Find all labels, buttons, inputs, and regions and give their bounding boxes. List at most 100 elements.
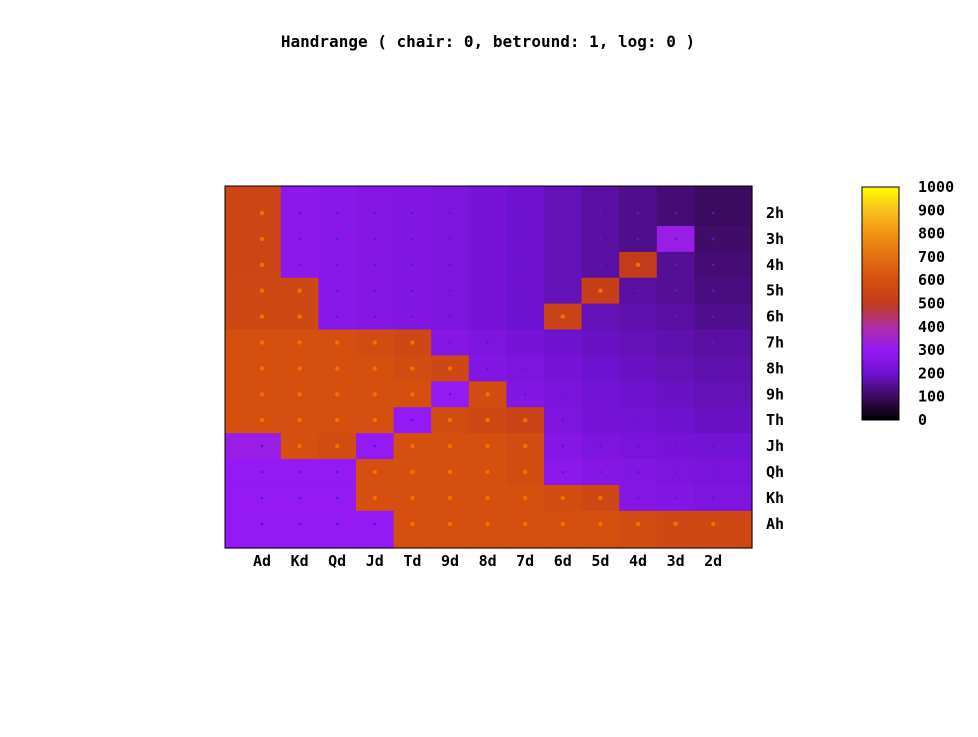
sample-point-Ad-4h [259, 262, 265, 267]
heat-cell-2d-9h [694, 381, 753, 408]
y-tick-label: 8h [766, 359, 784, 377]
sample-point-7d-Jh [523, 443, 528, 449]
sample-point-Kd-8h [297, 366, 302, 371]
sample-point-Qd-2h [335, 211, 339, 215]
heat-cell-2d-Ah [694, 510, 753, 549]
sample-point-6d-Qh [561, 470, 565, 474]
sample-point-2d-8h [711, 367, 715, 370]
y-axis-tick-labels: 2h 3h 4h 5h 6h 7h 8h 9h Th Jh Qh Kh Ah [766, 204, 784, 533]
sample-point-7d-2h [523, 211, 527, 215]
colorbar-tick-label: 900 [918, 201, 945, 219]
sample-point-3d-9h [674, 393, 677, 396]
sample-point-Kd-Qh [298, 470, 301, 474]
heat-cell-Ad-Qh [225, 459, 282, 486]
sample-point-7d-3h [523, 237, 527, 241]
sample-point-Ad-Ah [260, 522, 264, 526]
sample-point-2d-7h [711, 341, 715, 344]
heat-cell-Ad-2h [225, 186, 282, 227]
sample-point-Td-Qh [410, 469, 415, 475]
sample-point-7d-7h [523, 341, 527, 344]
sample-point-7d-9h [523, 393, 527, 396]
sample-point-5d-9h [599, 393, 602, 396]
sample-point-Kd-4h [298, 263, 301, 267]
heat-cell-3d-2h [656, 186, 695, 227]
sample-point-4d-Jh [636, 444, 640, 448]
sample-point-Kd-Th [297, 418, 302, 423]
heat-cell-2d-3h [694, 225, 753, 253]
sample-point-Ad-3h [259, 236, 265, 242]
sample-point-9d-9h [448, 393, 452, 396]
colorbar-tick-label: 800 [918, 225, 945, 243]
sample-point-4d-3h [636, 237, 640, 241]
x-tick-label: 5d [591, 552, 609, 570]
sample-point-3d-Qh [674, 470, 677, 474]
y-tick-label: 2h [766, 204, 784, 222]
heatmap-cells [225, 186, 753, 549]
sample-point-2d-3h [711, 237, 715, 241]
sample-point-6d-4h [561, 263, 565, 267]
sample-point-Qd-Kh [335, 496, 339, 500]
heat-cell-Kd-Ah [280, 510, 319, 549]
sample-point-4d-Qh [636, 470, 640, 474]
sample-point-8d-7h [486, 341, 489, 344]
colorbar-tick-label: 0 [918, 411, 927, 429]
sample-point-4d-5h [636, 289, 640, 293]
heat-cell-Ad-Ah [225, 510, 282, 549]
sample-point-8d-8h [486, 367, 489, 370]
x-tick-label: 2d [704, 552, 722, 570]
sample-point-6d-Kh [560, 495, 565, 501]
sample-point-6d-9h [561, 393, 565, 396]
heat-cell-5d-Ah [581, 510, 620, 549]
heat-cell-2d-7h [694, 329, 753, 357]
sample-point-Jd-Kh [372, 495, 377, 501]
y-tick-label: Kh [766, 489, 784, 507]
x-tick-label: Qd [328, 552, 346, 570]
sample-point-7d-Ah [523, 521, 528, 526]
sample-point-9d-3h [448, 237, 452, 241]
sample-point-7d-8h [523, 367, 527, 370]
heat-cell-Qd-2h [318, 186, 357, 227]
heat-cell-9d-2h [431, 186, 470, 227]
sample-point-Td-Jh [410, 443, 415, 449]
y-tick-label: Th [766, 411, 784, 429]
sample-point-5d-Qh [599, 470, 602, 474]
sample-point-Td-2h [411, 211, 414, 215]
heat-cell-2d-8h [694, 355, 753, 382]
sample-point-7d-Th [523, 418, 528, 423]
sample-point-2d-Th [711, 418, 715, 422]
sample-point-3d-Th [674, 418, 677, 422]
heat-cell-Td-Ah [393, 510, 432, 549]
heat-cell-Jd-Ah [356, 510, 395, 549]
sample-point-Jd-6h [373, 315, 377, 318]
sample-point-Kd-2h [298, 211, 301, 215]
x-tick-label: 6d [554, 552, 572, 570]
sample-point-Td-9h [410, 392, 415, 397]
sample-point-8d-5h [486, 289, 489, 293]
x-tick-label: Kd [291, 552, 309, 570]
heat-cell-2d-Th [694, 407, 753, 434]
sample-point-6d-Th [561, 418, 565, 422]
colorbar-tick-label: 100 [918, 388, 945, 406]
x-tick-label: Td [403, 552, 421, 570]
sample-point-Qd-5h [335, 289, 339, 293]
heat-cell-2d-2h [694, 186, 753, 227]
sample-point-Jd-Ah [373, 522, 377, 526]
sample-point-Qd-4h [335, 263, 339, 267]
sample-point-Qd-Qh [335, 470, 339, 474]
heat-cell-2d-4h [694, 251, 753, 279]
sample-point-7d-6h [523, 315, 527, 318]
sample-point-8d-2h [486, 211, 489, 215]
sample-point-9d-8h [447, 366, 453, 371]
sample-point-5d-Kh [598, 495, 603, 501]
heat-cell-Ad-6h [225, 303, 282, 331]
sample-point-Td-Th [411, 418, 414, 422]
x-tick-label: 8d [479, 552, 497, 570]
sample-point-6d-Jh [561, 444, 565, 448]
heat-cell-8d-Ah [468, 510, 507, 549]
heat-cell-Ad-Jh [225, 433, 282, 460]
chart-title: Handrange ( chair: 0, betround: 1, log: … [281, 32, 695, 51]
sample-point-Td-3h [411, 237, 414, 241]
sample-point-Jd-3h [373, 237, 377, 241]
